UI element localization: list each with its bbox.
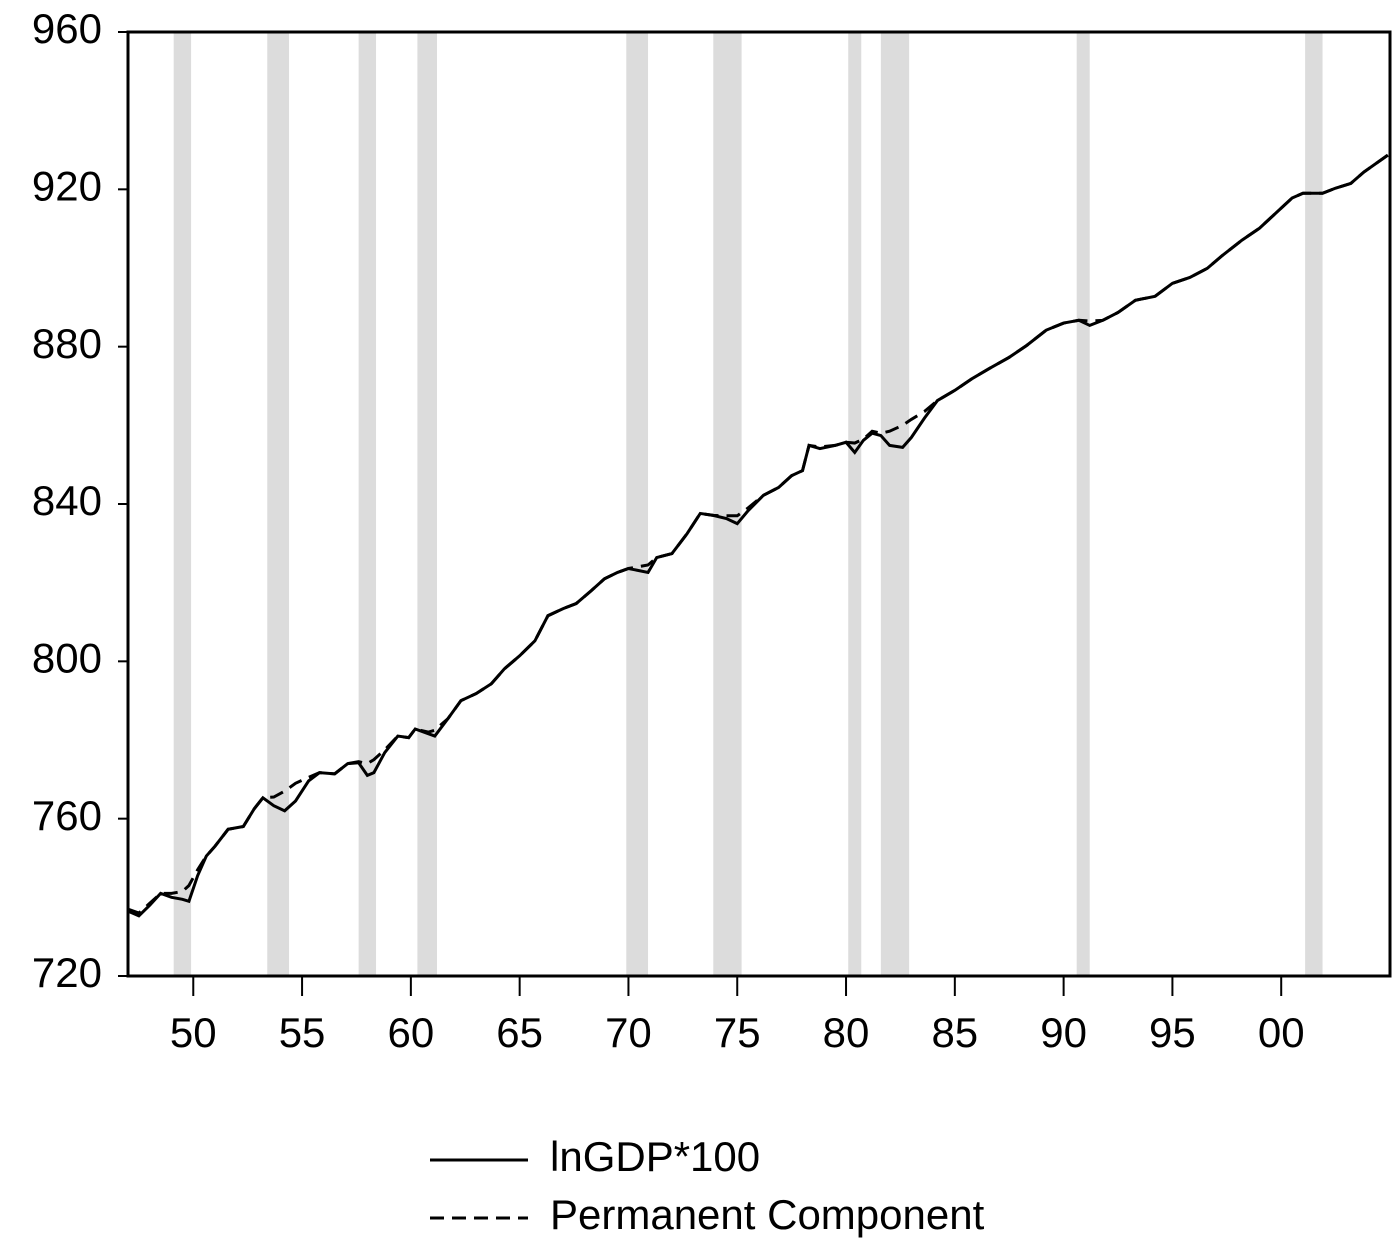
series-line bbox=[127, 153, 1389, 915]
y-tick-label: 840 bbox=[32, 477, 102, 524]
y-tick-label: 760 bbox=[32, 792, 102, 839]
recession-band bbox=[713, 32, 742, 976]
recession-band bbox=[848, 32, 862, 976]
legend-label: Permanent Component bbox=[550, 1191, 985, 1238]
x-tick-label: 95 bbox=[1149, 1009, 1196, 1056]
legend-label: lnGDP*100 bbox=[550, 1133, 760, 1180]
y-tick-label: 960 bbox=[32, 5, 102, 52]
x-tick-label: 85 bbox=[931, 1009, 978, 1056]
x-tick-label: 65 bbox=[496, 1009, 543, 1056]
recession-band bbox=[1305, 32, 1323, 976]
recession-band bbox=[1076, 32, 1090, 976]
recession-band bbox=[267, 32, 290, 976]
x-tick-label: 75 bbox=[714, 1009, 761, 1056]
recession-band bbox=[626, 32, 649, 976]
x-tick-label: 70 bbox=[605, 1009, 652, 1056]
x-tick-label: 80 bbox=[823, 1009, 870, 1056]
recession-band bbox=[417, 32, 437, 976]
recession-band bbox=[880, 32, 910, 976]
y-tick-label: 880 bbox=[32, 320, 102, 367]
x-tick-label: 90 bbox=[1040, 1009, 1087, 1056]
x-tick-label: 60 bbox=[388, 1009, 435, 1056]
y-tick-label: 920 bbox=[32, 162, 102, 209]
x-tick-label: 00 bbox=[1258, 1009, 1305, 1056]
series-line bbox=[127, 153, 1389, 918]
recession-band bbox=[358, 32, 377, 976]
y-tick-label: 800 bbox=[32, 634, 102, 681]
recession-band bbox=[173, 32, 192, 976]
y-tick-label: 720 bbox=[32, 949, 102, 996]
x-tick-label: 55 bbox=[279, 1009, 326, 1056]
x-tick-label: 50 bbox=[170, 1009, 217, 1056]
plot-frame bbox=[126, 30, 1392, 978]
